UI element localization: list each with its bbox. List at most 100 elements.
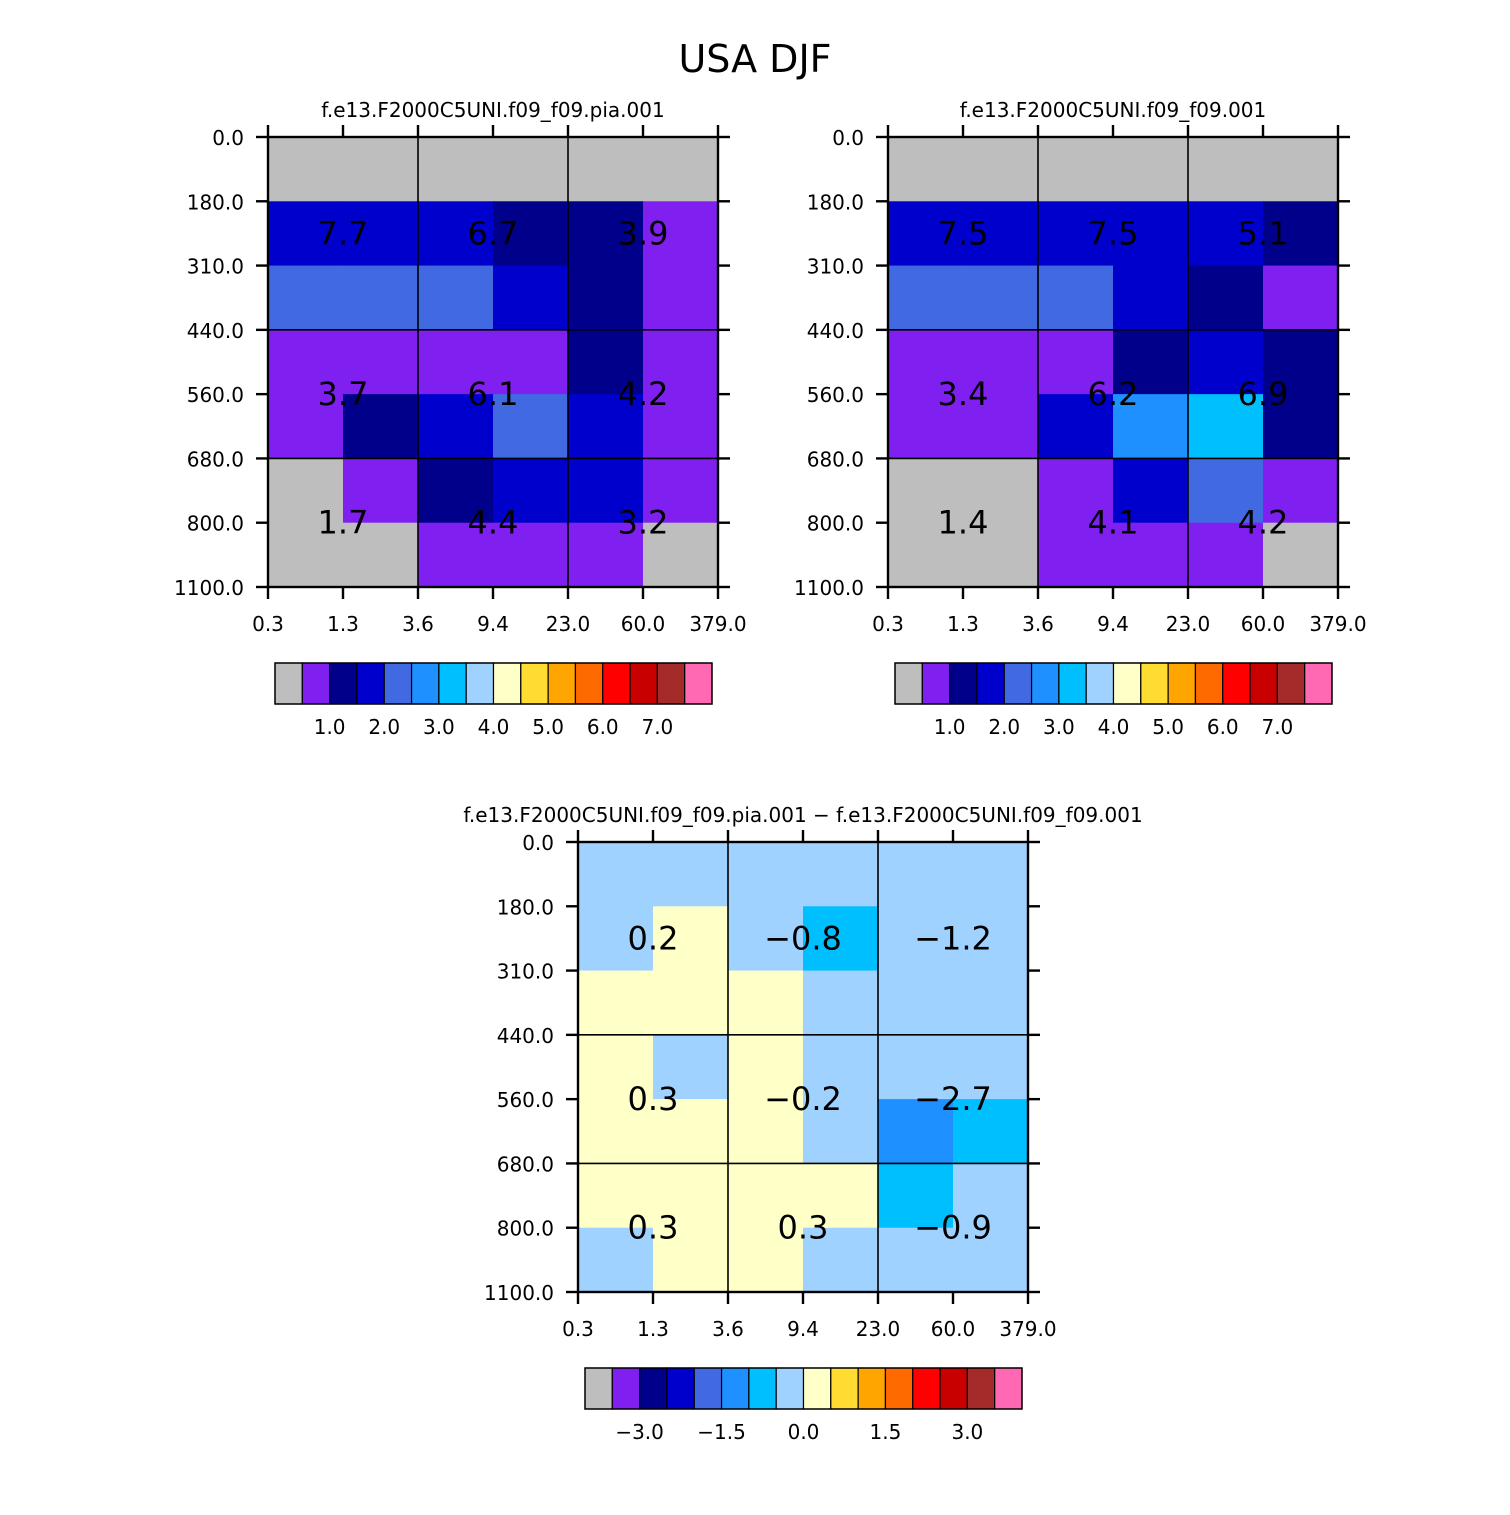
colorbar-swatch [949, 662, 978, 705]
x-tick-label: 0.3 [872, 612, 904, 636]
colorbar-swatch [492, 662, 522, 705]
colorbar-swatch [584, 1367, 613, 1410]
heatmap-cell [878, 970, 954, 1036]
heatmap-cell [643, 201, 719, 267]
heatmap-cell [568, 265, 644, 331]
heatmap-cell [493, 329, 569, 395]
colorbar-swatch [1304, 662, 1333, 705]
heatmap-cell [1188, 458, 1264, 524]
x-tick-label: 60.0 [1241, 612, 1286, 636]
heatmap-cell [1113, 329, 1189, 395]
heatmap-cell [418, 201, 494, 267]
heatmap-cell [728, 842, 804, 907]
heatmap-cell [268, 137, 344, 202]
heatmap-cell [568, 329, 644, 395]
colorbar-label: 4.0 [1098, 715, 1130, 739]
colorbar-label: 3.0 [1043, 715, 1075, 739]
colorbar-label: 2.0 [368, 715, 400, 739]
heatmap-cell [1038, 522, 1114, 588]
box-value-label: 4.2 [1238, 504, 1289, 542]
colorbar-swatch [383, 662, 413, 705]
heatmap-cell [493, 458, 569, 524]
colorbar-swatch [775, 1367, 805, 1410]
colorbar-swatch [693, 1367, 723, 1410]
y-tick-label: 1100.0 [174, 576, 244, 600]
heatmap-cell [653, 1163, 729, 1229]
y-tick-label: 310.0 [187, 255, 244, 279]
x-tick-label: 379.0 [689, 612, 746, 636]
heatmap-cell [1188, 137, 1264, 202]
x-tick-label: 379.0 [1309, 612, 1366, 636]
heatmap-cell [728, 1227, 804, 1293]
heatmap-cell [878, 906, 954, 972]
heatmap-cell [578, 1034, 654, 1100]
box-value-label: 6.9 [1238, 375, 1289, 413]
x-tick-label: 1.3 [327, 612, 359, 636]
heatmap-cell [653, 906, 729, 972]
x-tick-label: 0.3 [252, 612, 284, 636]
y-tick-label: 680.0 [807, 447, 864, 471]
colorbar-swatch [1194, 662, 1224, 705]
heatmap-cell [953, 1227, 1029, 1293]
box-value-label: 7.7 [318, 214, 369, 252]
heatmap-cell [493, 394, 569, 460]
heatmap-cell [343, 458, 419, 524]
colorbar-label: 3.0 [423, 715, 455, 739]
heatmap-cell [1113, 201, 1189, 267]
heatmap-cell [1263, 265, 1339, 331]
colorbar-swatch [802, 1367, 832, 1410]
box-value-label: 1.7 [318, 504, 369, 542]
x-tick-label: 1.3 [947, 612, 979, 636]
heatmap-cell [1038, 394, 1114, 460]
heatmap-cell [803, 842, 879, 907]
colorbar-label: −3.0 [615, 1420, 664, 1444]
heatmap-cell [653, 1099, 729, 1165]
heatmap-cell [803, 1099, 879, 1165]
heatmap-cell [643, 458, 719, 524]
heatmap-cell [1188, 329, 1264, 395]
heatmap-cell [888, 329, 964, 395]
panel-title: f.e13.F2000C5UNI.f09_f09.pia.001 − f.e13… [463, 803, 1142, 827]
box-value-label: 4.4 [468, 504, 519, 542]
heatmap-cell [728, 1034, 804, 1100]
heatmap-cell [343, 329, 419, 395]
box-value-label: 3.7 [318, 375, 369, 413]
heatmap-cell [343, 137, 419, 202]
colorbar-swatch [301, 662, 331, 705]
colorbar-frame [274, 662, 713, 705]
box-value-label: 3.2 [618, 504, 669, 542]
x-tick-label: 1.3 [637, 1317, 669, 1341]
colorbar-label: 5.0 [1152, 715, 1184, 739]
colorbar-swatch [684, 662, 713, 705]
heatmap-cell [343, 522, 419, 588]
heatmap-cell [418, 458, 494, 524]
heatmap-cell [268, 522, 344, 588]
heatmap-cell [963, 522, 1039, 588]
y-tick-label: 800.0 [187, 512, 244, 536]
y-tick-label: 800.0 [497, 1217, 554, 1241]
heatmap-cell [1113, 522, 1189, 588]
heatmap-cell [643, 394, 719, 460]
box-value-label: 7.5 [938, 214, 989, 252]
heatmap-cell [1263, 458, 1339, 524]
heatmap-cell [878, 1099, 954, 1165]
heatmap-cell [1113, 137, 1189, 202]
heatmap-cell [568, 458, 644, 524]
panel-title: f.e13.F2000C5UNI.f09_f09.pia.001 [321, 98, 664, 122]
x-tick-label: 9.4 [1097, 612, 1129, 636]
heatmap-cell [268, 329, 344, 395]
heatmap-cell [643, 522, 719, 588]
colorbar-label: 3.0 [951, 1420, 983, 1444]
heatmap-cell [493, 522, 569, 588]
panel-control: f.e13.F2000C5UNI.f09_f09.001 7.5 7.5 5.1 3.4… [794, 98, 1367, 739]
colorbar-swatch [1222, 662, 1251, 705]
y-tick-label: 310.0 [497, 960, 554, 984]
colorbar-label: 1.0 [314, 715, 346, 739]
heatmap-cell [1038, 137, 1114, 202]
heatmap-cell [578, 970, 654, 1036]
x-tick-label: 379.0 [999, 1317, 1056, 1341]
colorbar-label: 6.0 [1207, 715, 1239, 739]
heatmap-cell [728, 1099, 804, 1165]
y-tick-label: 180.0 [807, 190, 864, 214]
